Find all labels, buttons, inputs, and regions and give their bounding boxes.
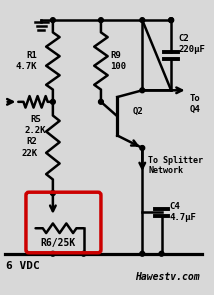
- Circle shape: [51, 99, 55, 104]
- Text: C2
220μF: C2 220μF: [179, 34, 206, 54]
- Circle shape: [51, 191, 55, 196]
- Circle shape: [140, 88, 145, 93]
- Text: R6/25K: R6/25K: [40, 238, 75, 248]
- Circle shape: [169, 18, 174, 22]
- Circle shape: [81, 251, 86, 256]
- Circle shape: [51, 18, 55, 22]
- Text: R1
4.7K: R1 4.7K: [16, 51, 37, 71]
- Circle shape: [140, 145, 145, 150]
- Circle shape: [98, 18, 103, 22]
- Text: R9
100: R9 100: [111, 51, 127, 71]
- Text: To Splitter
Network: To Splitter Network: [148, 156, 203, 176]
- Circle shape: [140, 251, 145, 256]
- Text: C4
4.7μF: C4 4.7μF: [169, 202, 196, 222]
- Text: R2
22K: R2 22K: [21, 137, 37, 158]
- Circle shape: [159, 251, 164, 256]
- Circle shape: [98, 99, 103, 104]
- Circle shape: [140, 18, 145, 22]
- Text: 6 VDC: 6 VDC: [6, 261, 40, 271]
- Text: R5
2.2K: R5 2.2K: [25, 115, 46, 135]
- Circle shape: [169, 18, 174, 22]
- Text: To
Q4: To Q4: [189, 94, 200, 114]
- Text: Q2: Q2: [133, 107, 143, 116]
- Circle shape: [51, 251, 55, 256]
- Text: Hawestv.com: Hawestv.com: [135, 272, 200, 282]
